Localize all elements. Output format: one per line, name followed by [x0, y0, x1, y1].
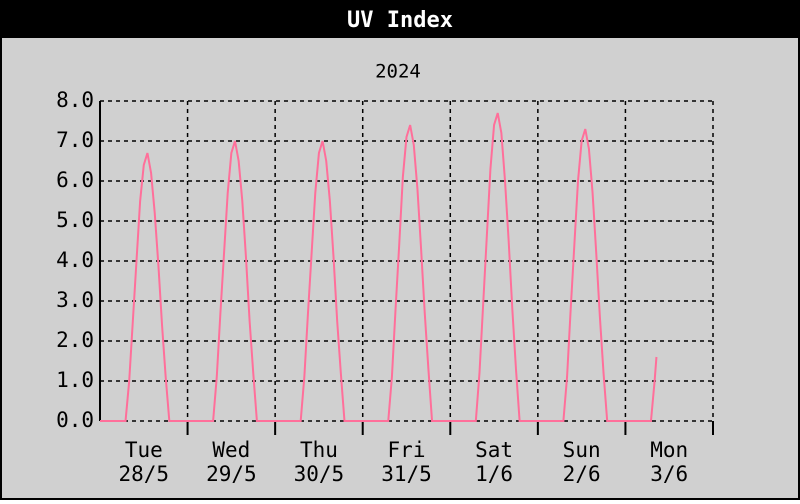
- x-tick-label: Sat: [475, 438, 513, 462]
- uv-line: [100, 112, 658, 422]
- chart-title: UV Index: [347, 8, 453, 33]
- x-tick-label: Sun: [563, 438, 601, 462]
- x-tick-label: Mon: [650, 438, 688, 462]
- y-tick-label: 2.0: [56, 328, 94, 352]
- chart-subtitle: 2024: [375, 61, 421, 83]
- y-tick-label: 6.0: [56, 168, 94, 192]
- y-tick-label: 8.0: [56, 88, 94, 112]
- x-tick-label: Fri: [388, 438, 426, 462]
- x-tick-date: 31/5: [381, 462, 432, 486]
- x-tick-date: 3/6: [650, 462, 688, 486]
- x-tick-label: Tue: [125, 438, 163, 462]
- x-tick-label: Thu: [300, 438, 338, 462]
- x-tick-label: Wed: [212, 438, 250, 462]
- y-tick-label: 0.0: [56, 408, 94, 432]
- y-tick-label: 1.0: [56, 368, 94, 392]
- x-tick-date: 30/5: [294, 462, 345, 486]
- y-tick-label: 3.0: [56, 288, 94, 312]
- x-tick-date: 2/6: [563, 462, 601, 486]
- x-tick-date: 1/6: [475, 462, 513, 486]
- y-tick-label: 5.0: [56, 208, 94, 232]
- y-tick-label: 4.0: [56, 248, 94, 272]
- y-tick-label: 7.0: [56, 128, 94, 152]
- x-tick-date: 29/5: [206, 462, 257, 486]
- x-tick-date: 28/5: [118, 462, 169, 486]
- background: [2, 38, 798, 498]
